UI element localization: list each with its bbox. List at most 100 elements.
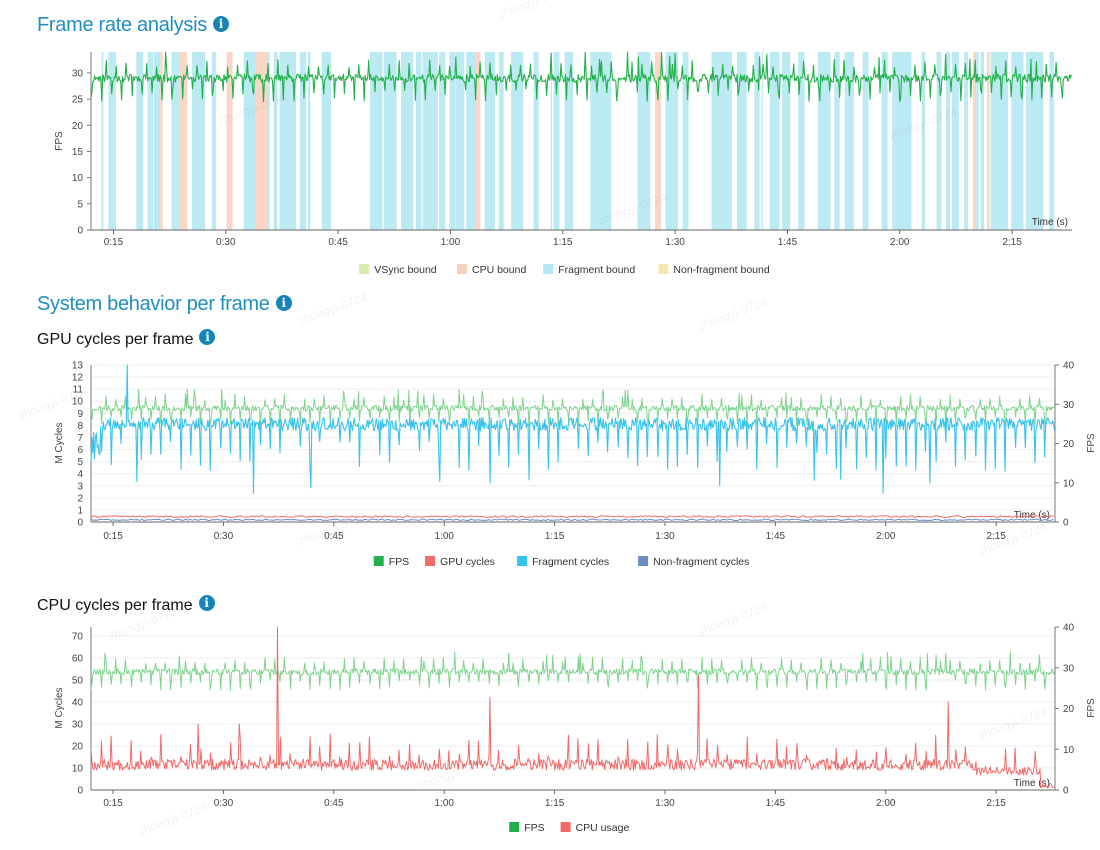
fragment-bound-region [211, 52, 216, 230]
gpu-cycles-line [90, 515, 1054, 518]
legend-label: VSync bound [374, 264, 437, 276]
info-icon[interactable]: i [198, 595, 215, 611]
x-tick-label: 2:15 [986, 531, 1006, 542]
x-tick-label: 0:30 [214, 798, 234, 809]
watermark: zhongyi-0724 [296, 290, 369, 328]
fragment-bound-region [722, 52, 732, 230]
x-tick-label: 2:00 [876, 798, 896, 809]
fragment-bound-region [564, 52, 574, 230]
fragment-bound-region [672, 52, 679, 230]
fragment-bound-region [401, 52, 410, 230]
y2-tick-label: 10 [1063, 745, 1075, 756]
y2-tick-label: 30 [1063, 663, 1075, 674]
legend-swatch [658, 264, 669, 274]
fragment-bound-region [1028, 52, 1038, 230]
x-tick-label: 1:15 [545, 531, 565, 542]
fragment-bound-region [976, 52, 979, 230]
fragment-bound-region [284, 52, 297, 230]
legend-swatch [638, 556, 649, 566]
fragment-bound-region [108, 52, 116, 230]
x-tick-label: 1:30 [655, 798, 675, 809]
x-tick-label: 1:45 [766, 531, 786, 542]
fragment-bound-region [550, 52, 553, 230]
legend-label: FPS [524, 822, 544, 834]
y-tick-label: 0 [77, 226, 83, 237]
fps-line [90, 651, 1055, 691]
x-tick-label: 0:15 [103, 531, 123, 542]
y-tick-label: 30 [72, 719, 84, 730]
fragment-bound-region [484, 52, 495, 230]
info-icon[interactable]: i [212, 16, 229, 32]
fragment-bound-region [847, 52, 854, 230]
cpu-bound-region [160, 52, 163, 230]
y-tick-label: 10 [72, 763, 84, 774]
fragment-bound-region [1049, 52, 1053, 230]
y-tick-label: 11 [73, 385, 84, 396]
fragment-bound-region [599, 52, 612, 230]
fragment-bound-region [369, 52, 383, 230]
cpu-bound-region [255, 52, 268, 230]
fragment-bound-region [665, 52, 673, 230]
x-axis-label: Time (s) [1014, 510, 1050, 521]
fragment-bound-region [834, 52, 840, 230]
y-tick-label: 25 [72, 95, 84, 106]
x-tick-label: 1:45 [766, 798, 786, 809]
y-tick-label: 4 [77, 469, 83, 480]
y-tick-label: 12 [72, 373, 84, 384]
fragment-bound-region [533, 52, 539, 230]
fragment-bound-region [439, 52, 446, 230]
fragment-bound-region [279, 52, 285, 230]
x-tick-label: 0:45 [324, 798, 344, 809]
fragment-bound-region [817, 52, 831, 230]
x-tick-label: 1:30 [655, 531, 675, 542]
frame-rate-title: Frame rate analysis i [37, 14, 229, 37]
cpu-usage-line [90, 626, 1055, 788]
y-tick-label: 60 [72, 653, 84, 664]
fragment-bound-region [781, 52, 791, 230]
y-tick-label: 50 [72, 675, 84, 686]
fragment-bound-region [717, 52, 723, 230]
y-tick-label: 3 [77, 481, 83, 492]
fragment-bound-region [430, 52, 438, 230]
x-tick-label: 1:45 [778, 237, 798, 248]
x-tick-label: 2:15 [986, 798, 1006, 809]
nonfragment-cycles-line [90, 518, 1054, 521]
legend-swatch [517, 556, 528, 566]
fragment-bound-region [409, 52, 414, 230]
cpu-bound-region [475, 52, 481, 230]
fragment-bound-region [736, 52, 747, 230]
y2-tick-label: 40 [1063, 361, 1075, 372]
cpu-cycles-chart[interactable]: 0 10 20 30 40 50 60 70 0 10 20 30 40 M Cycles FPS 0:15 0… [0, 600, 1100, 850]
x-tick-label: 1:00 [434, 531, 454, 542]
legend-label: Fragment cycles [532, 556, 609, 568]
legend-label: GPU cycles [440, 556, 495, 568]
y2-tick-label: 20 [1063, 704, 1075, 715]
fragment-bound-region [990, 52, 1002, 230]
y-axis-label: M Cycles [54, 422, 65, 463]
fragment-bound-region [893, 52, 906, 230]
fragment-bound-region [422, 52, 431, 230]
info-icon[interactable]: i [275, 295, 292, 311]
info-icon[interactable]: i [199, 329, 216, 345]
fragment-bound-region [273, 52, 278, 230]
legend-swatch [359, 264, 370, 274]
x-tick-label: 0:45 [328, 237, 348, 248]
x-tick-label: 1:30 [665, 237, 685, 248]
frame-rate-chart[interactable]: 0 5 10 15 20 25 30 FPS 0:15 0:30 0:45 1:00 1:15 1:30 1… [0, 0, 1100, 290]
fragment-bound-region [1025, 52, 1029, 230]
x-tick-label: 2:00 [876, 531, 896, 542]
y-tick-label: 15 [72, 147, 84, 158]
fragment-bound-region [267, 52, 270, 230]
fragment-bound-region [466, 52, 476, 230]
y-axis-label: M Cycles [54, 687, 65, 728]
fragment-bound-region [449, 52, 456, 230]
fragment-bound-region [1011, 52, 1014, 230]
watermark: zhongyi-0724 [696, 295, 769, 333]
y-tick-label: 10 [72, 173, 84, 184]
fragment-bound-region [101, 52, 104, 230]
y-tick-label: 10 [72, 397, 84, 408]
y-tick-label: 2 [77, 493, 83, 504]
y-tick-label: 40 [72, 697, 84, 708]
fragment-bound-region [754, 52, 760, 230]
